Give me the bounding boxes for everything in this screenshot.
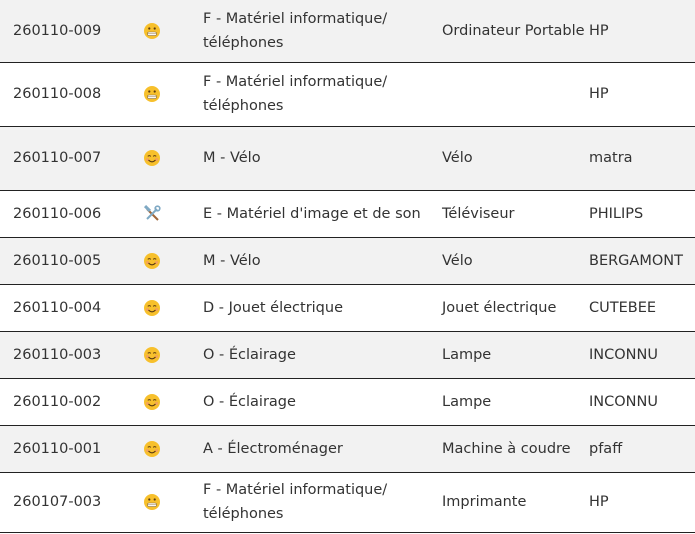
repair-id: 260110-004	[13, 299, 102, 316]
status-cell	[141, 0, 203, 62]
brand: HP	[589, 494, 609, 510]
repair-id: 260110-008	[13, 86, 102, 102]
table-row[interactable]: 260110-009 F - Matériel informatique/ té…	[0, 0, 695, 62]
category: O - Éclairage	[203, 393, 296, 410]
repair-id: 260110-006	[13, 205, 102, 222]
status-cell	[141, 126, 203, 190]
table-row[interactable]: 260110-004 D - Jouet électrique Jouet él…	[0, 284, 695, 331]
repair-id: 260110-009	[13, 22, 102, 39]
repair-id: 260110-001	[13, 440, 102, 457]
brand: pfaff	[589, 440, 623, 457]
brand: HP	[589, 22, 609, 39]
table-row[interactable]: 260110-008 F - Matériel informatique/ té…	[0, 62, 695, 126]
status-cell	[141, 237, 203, 284]
smiling-face-icon	[143, 299, 161, 317]
category: F - Matériel informatique/ téléphones	[203, 482, 388, 522]
table-row[interactable]: 260110-006 E - Matériel d'image et de so…	[0, 190, 695, 237]
status-cell	[141, 378, 203, 425]
device-type: Imprimante	[442, 494, 527, 510]
device-type: Téléviseur	[442, 205, 515, 222]
brand: PHILIPS	[589, 205, 644, 222]
category: O - Éclairage	[203, 346, 296, 363]
device-type: Vélo	[442, 252, 473, 269]
smiling-face-icon	[143, 440, 161, 458]
brand: matra	[589, 150, 633, 166]
repair-id: 260110-002	[13, 393, 102, 410]
status-cell	[141, 284, 203, 331]
brand: INCONNU	[589, 393, 658, 410]
category: M - Vélo	[203, 150, 261, 166]
hammer-wrench-icon	[143, 204, 161, 223]
category: F - Matériel informatique/ téléphones	[203, 74, 388, 114]
status-cell	[141, 331, 203, 378]
status-cell	[141, 190, 203, 237]
device-type: Machine à coudre	[442, 440, 571, 457]
status-cell	[141, 425, 203, 472]
grimacing-face-icon	[143, 22, 161, 40]
smiling-face-icon	[143, 149, 161, 167]
category: D - Jouet électrique	[203, 299, 344, 316]
category: A - Électroménager	[203, 440, 343, 457]
table-row[interactable]: 260107-003 F - Matériel informatique/ té…	[0, 472, 695, 532]
table-row[interactable]: 260110-002 O - Éclairage Lampe INCONNU	[0, 378, 695, 425]
repair-id: 260110-005	[13, 252, 102, 269]
category: E - Matériel d'image et de son	[203, 205, 421, 222]
table-row[interactable]: 260110-003 O - Éclairage Lampe INCONNU	[0, 331, 695, 378]
smiling-face-icon	[143, 252, 161, 270]
device-type: Vélo	[442, 150, 473, 166]
device-type	[442, 62, 589, 126]
repair-id: 260107-003	[13, 494, 102, 510]
grimacing-face-icon	[143, 493, 161, 511]
brand: BERGAMONT	[589, 252, 683, 269]
category: F - Matériel informatique/ téléphones	[203, 10, 388, 51]
device-type: Lampe	[442, 393, 492, 410]
brand: INCONNU	[589, 346, 658, 363]
brand: CUTEBEE	[589, 299, 657, 316]
table-row[interactable]: 260110-005 M - Vélo Vélo BERGAMONT	[0, 237, 695, 284]
table-row[interactable]: 260110-007 M - Vélo Vélo matra	[0, 126, 695, 190]
status-cell	[141, 62, 203, 126]
smiling-face-icon	[143, 346, 161, 364]
repair-id: 260110-007	[13, 150, 102, 166]
device-type: Jouet électrique	[442, 299, 557, 316]
device-type: Lampe	[442, 346, 492, 363]
status-cell	[141, 472, 203, 532]
grimacing-face-icon	[143, 85, 161, 103]
smiling-face-icon	[143, 393, 161, 411]
device-type: Ordinateur Portable	[442, 22, 585, 39]
category: M - Vélo	[203, 252, 261, 269]
table-row[interactable]: 260110-001 A - Électroménager Machine à …	[0, 425, 695, 472]
repair-id: 260110-003	[13, 346, 102, 363]
brand: HP	[589, 86, 609, 102]
